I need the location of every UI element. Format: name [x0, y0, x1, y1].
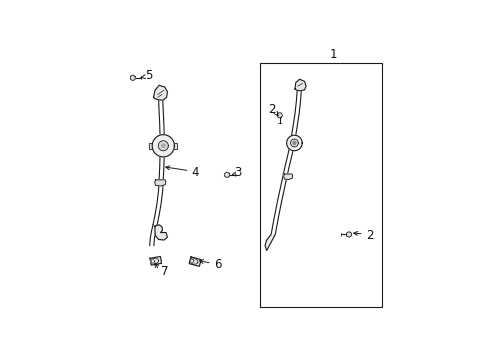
Polygon shape: [152, 135, 174, 157]
Text: 6: 6: [214, 258, 221, 271]
Polygon shape: [224, 172, 229, 177]
Polygon shape: [286, 135, 302, 151]
Text: 1: 1: [329, 48, 337, 61]
Polygon shape: [294, 79, 305, 91]
Polygon shape: [162, 144, 164, 148]
Text: 3: 3: [234, 166, 242, 179]
Text: 4: 4: [191, 166, 198, 179]
Polygon shape: [151, 260, 154, 263]
Bar: [260, 63, 382, 307]
Text: 5: 5: [144, 68, 152, 82]
Polygon shape: [190, 259, 194, 262]
Text: 2: 2: [365, 229, 372, 242]
Polygon shape: [276, 113, 282, 118]
Polygon shape: [149, 143, 152, 149]
Polygon shape: [155, 225, 167, 240]
Text: 7: 7: [160, 265, 168, 278]
Polygon shape: [189, 257, 201, 266]
Polygon shape: [292, 141, 295, 144]
Polygon shape: [153, 85, 167, 100]
Polygon shape: [174, 143, 177, 149]
Polygon shape: [130, 75, 135, 81]
Polygon shape: [283, 174, 292, 180]
Text: 2: 2: [268, 103, 275, 116]
Polygon shape: [346, 232, 351, 237]
Polygon shape: [264, 234, 275, 251]
Polygon shape: [150, 256, 161, 265]
Polygon shape: [158, 141, 168, 151]
Polygon shape: [154, 180, 165, 186]
Polygon shape: [290, 139, 298, 147]
